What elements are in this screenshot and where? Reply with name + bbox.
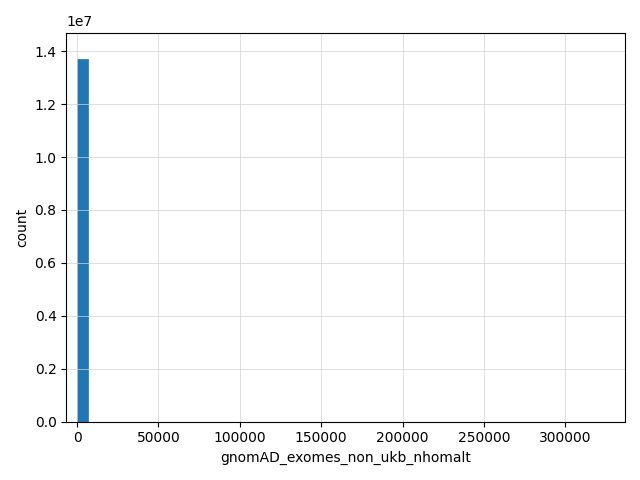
Text: 1e7: 1e7 [67, 15, 92, 29]
Bar [77, 59, 88, 421]
Y-axis label: count: count [15, 207, 29, 247]
X-axis label: gnomAD_exomes_non_ukb_nhomalt: gnomAD_exomes_non_ukb_nhomalt [220, 451, 471, 465]
